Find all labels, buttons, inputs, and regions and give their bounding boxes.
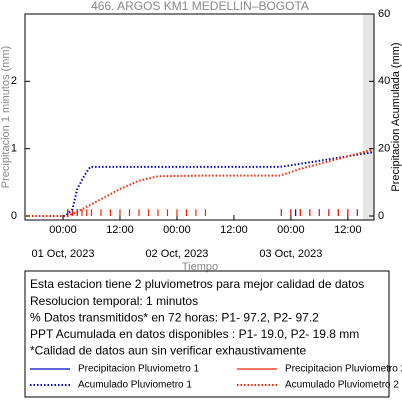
precip-bar <box>147 209 150 216</box>
note-line: *Calidad de datos aun sin verificar exha… <box>30 344 306 358</box>
precip-bar <box>138 209 140 216</box>
note-line: PPT Acumulada en datos disponibles : P1-… <box>30 327 359 341</box>
x-tick-label: 12:00 <box>106 224 134 236</box>
legend-label: Precipitacion Pluviometro 2 <box>285 364 402 375</box>
accum-line <box>25 151 375 217</box>
precip-bar <box>67 209 69 216</box>
precip-bar <box>176 209 178 216</box>
x-date-label: 03 Oct, 2023 <box>259 248 322 260</box>
x-tick-label: 12:00 <box>334 224 362 236</box>
plot-frame <box>24 13 375 221</box>
precip-bar <box>157 209 159 216</box>
y-tick-label: 1 <box>11 143 17 155</box>
highlight-band <box>362 14 374 220</box>
precip-bar <box>309 209 311 216</box>
precip-bar <box>119 209 121 216</box>
x-tick-label: 00:00 <box>277 224 305 236</box>
chart-title: 466. ARGOS KM1 MEDELLIN–BOGOTA <box>91 0 309 13</box>
legend-label: Precipitacion Pluviometro 1 <box>78 364 200 375</box>
y2-tick-label: 40 <box>378 75 390 87</box>
precip-bar <box>299 209 302 216</box>
x-tick-label: 12:00 <box>220 224 248 236</box>
note-line: % Datos transmitidos* en 72 horas: P1- 9… <box>30 310 319 324</box>
precip-bar <box>71 209 74 216</box>
precip-bar <box>290 209 292 216</box>
precip-bar <box>295 209 297 216</box>
precip-bar <box>318 209 320 216</box>
precip-bar <box>109 209 112 216</box>
precip-bar <box>185 209 188 216</box>
x-tick-label: 00:00 <box>163 224 191 236</box>
note-line: Esta estacion tiene 2 pluviometros para … <box>30 277 364 291</box>
y2-axis-label: Precipitacion Acumulada (mm) <box>390 42 402 191</box>
y-axis-label: Precipitacion 1 minutos (mm) <box>0 46 12 188</box>
precip-bar <box>356 209 358 216</box>
accum-line <box>25 148 375 217</box>
precip-bar <box>347 209 349 216</box>
y2-tick-label: 20 <box>378 143 390 155</box>
precip-bar <box>337 209 339 216</box>
precip-bar <box>328 209 330 216</box>
precip-bar <box>81 209 83 216</box>
x-tick-label: 00:00 <box>49 224 77 236</box>
x-axis-label: Tiempo <box>182 261 218 273</box>
legend-label: Acumulado Pluviometro 1 <box>78 380 192 391</box>
precip-bar <box>166 209 169 216</box>
notes-box <box>24 270 390 398</box>
y-tick-label: 0 <box>11 210 17 222</box>
precip-bar <box>280 209 283 216</box>
precip-bar <box>128 209 131 216</box>
precip-bar <box>100 209 102 216</box>
precip-bar <box>90 209 93 216</box>
precip-bar <box>76 209 78 216</box>
legend-label: Acumulado Pluviometro 2 <box>285 380 399 391</box>
x-date-label: 01 Oct, 2023 <box>31 248 94 260</box>
y-tick-label: 2 <box>11 75 17 87</box>
y2-tick-label: 0 <box>378 210 384 222</box>
x-date-label: 02 Oct, 2023 <box>145 248 208 260</box>
precip-bar <box>86 209 88 216</box>
y2-tick-label: 60 <box>378 8 390 20</box>
precip-bar <box>195 209 197 216</box>
precip-bar <box>204 209 207 216</box>
note-line: Resolucion temporal: 1 minutos <box>30 294 198 308</box>
